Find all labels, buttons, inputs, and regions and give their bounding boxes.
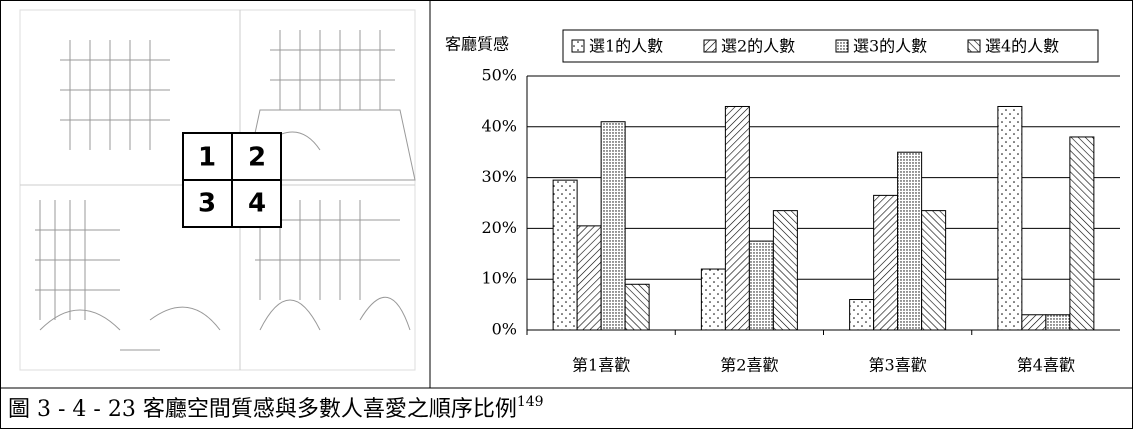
x-tick-label: 第1喜歡 [572, 356, 630, 375]
legend-label: 選4的人數 [985, 37, 1059, 56]
legend-box [562, 29, 1099, 63]
legend-swatch [835, 39, 849, 53]
caption: 圖 3 - 4 - 23 客廳空間質感與多數人喜愛之順序比例149 [8, 394, 544, 422]
y-tick-label: 20% [481, 218, 517, 237]
bar [849, 299, 875, 331]
caption-text: 圖 3 - 4 - 23 客廳空間質感與多數人喜愛之順序比例 [8, 397, 517, 422]
image-number: 2 [248, 143, 266, 173]
bar [1069, 136, 1095, 331]
caption-footnote: 149 [517, 394, 544, 410]
image-number: 1 [198, 143, 216, 173]
bar [600, 121, 626, 331]
x-tick-label: 第3喜歡 [869, 356, 927, 375]
bar [772, 210, 798, 331]
bar [700, 268, 726, 331]
bar [873, 194, 899, 331]
legend-label: 選2的人數 [721, 37, 795, 56]
chart-title: 客廳質感 [445, 35, 509, 54]
bar [552, 179, 578, 331]
legend: 選1的人數 選2的人數 選3的人數 選4的人數 [571, 37, 1059, 56]
bar [576, 225, 602, 331]
image-number: 4 [248, 189, 266, 219]
image-number: 3 [198, 189, 216, 219]
bar [724, 105, 750, 331]
legend-swatch [571, 39, 585, 53]
x-tick-label: 第4喜歡 [1017, 356, 1075, 375]
legend-label: 選3的人數 [853, 37, 927, 56]
bar [748, 240, 774, 331]
y-tick-label: 10% [481, 269, 517, 288]
y-tick-label: 50% [481, 66, 517, 85]
y-tick-label: 0% [492, 320, 517, 339]
bar [624, 283, 650, 331]
legend-swatch [967, 39, 981, 53]
bar [1021, 314, 1047, 331]
bar [897, 151, 923, 331]
y-tick-label: 40% [481, 116, 517, 135]
y-tick-label: 30% [481, 167, 517, 186]
image-number-grid: 1 2 3 4 [182, 132, 282, 228]
legend-label: 選1的人數 [589, 37, 663, 56]
legend-swatch [703, 39, 717, 53]
bar [997, 105, 1023, 331]
bar [921, 210, 947, 331]
x-tick-label: 第2喜歡 [720, 356, 778, 375]
bar [1045, 314, 1071, 331]
